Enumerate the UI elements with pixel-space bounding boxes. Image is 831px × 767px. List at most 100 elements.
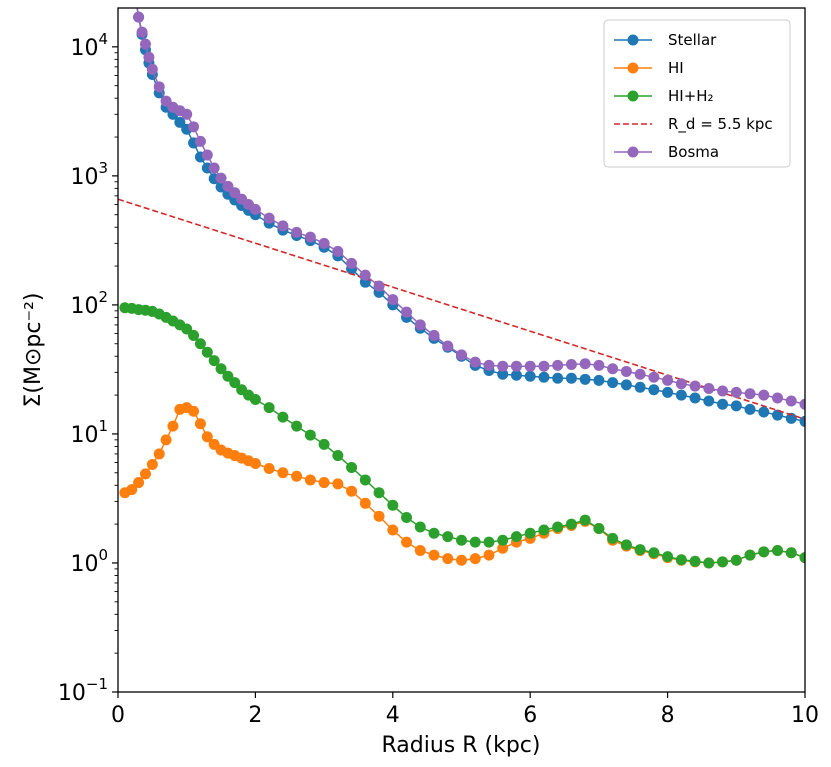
data-point xyxy=(442,531,454,543)
data-point xyxy=(730,554,742,566)
data-point xyxy=(510,531,522,543)
data-point xyxy=(456,554,467,566)
data-point xyxy=(126,484,138,496)
data-point xyxy=(201,149,213,161)
data-point xyxy=(675,554,687,566)
x-tick-label: 8 xyxy=(661,703,675,728)
data-point xyxy=(188,121,200,133)
data-point xyxy=(146,63,158,75)
legend-label: Bosma xyxy=(668,143,719,161)
data-point xyxy=(332,245,344,257)
data-point xyxy=(167,420,179,432)
data-point xyxy=(277,411,289,423)
data-point xyxy=(153,448,165,460)
data-point xyxy=(634,368,646,380)
data-point xyxy=(428,329,440,341)
data-point xyxy=(208,355,220,367)
data-point xyxy=(346,461,358,473)
data-point xyxy=(304,429,316,441)
data-point xyxy=(414,319,426,331)
x-tick-label: 10 xyxy=(791,703,819,728)
data-point xyxy=(304,474,316,486)
y-tick-label: 102 xyxy=(70,288,108,319)
data-point xyxy=(160,434,172,446)
data-point xyxy=(744,403,756,415)
data-point xyxy=(401,536,413,548)
data-point xyxy=(469,536,481,548)
data-point xyxy=(730,400,742,412)
data-point xyxy=(387,524,399,536)
data-point xyxy=(497,534,509,546)
data-point xyxy=(593,374,605,386)
data-point xyxy=(620,379,632,391)
data-point xyxy=(579,514,591,526)
x-tick-label: 6 xyxy=(523,703,537,728)
y-axis-label: Σ(M⊙pc⁻²) xyxy=(21,293,46,408)
data-point xyxy=(456,534,467,546)
data-point xyxy=(758,546,770,558)
data-point xyxy=(469,553,481,565)
y-tick-label: 103 xyxy=(70,159,108,190)
data-point xyxy=(565,359,577,371)
data-point xyxy=(689,555,701,567)
data-point xyxy=(717,385,729,397)
data-point xyxy=(133,477,145,489)
data-point xyxy=(442,553,454,565)
data-point xyxy=(318,477,330,489)
data-point xyxy=(346,257,358,269)
legend-marker xyxy=(627,34,639,46)
data-point xyxy=(634,544,646,556)
data-point xyxy=(620,539,632,551)
data-point xyxy=(188,329,200,341)
data-point xyxy=(648,384,660,396)
data-point xyxy=(428,549,440,561)
data-point xyxy=(483,359,495,371)
data-point xyxy=(620,365,632,377)
data-point xyxy=(662,386,674,398)
data-point xyxy=(799,552,805,564)
data-point xyxy=(552,521,564,533)
data-point xyxy=(291,470,303,482)
data-point xyxy=(497,542,509,554)
data-point xyxy=(208,162,220,174)
data-point xyxy=(497,368,509,380)
series-line xyxy=(118,198,805,420)
data-point xyxy=(359,269,371,281)
data-point xyxy=(332,478,344,490)
data-point xyxy=(785,547,797,559)
data-point xyxy=(565,518,577,530)
data-point xyxy=(717,398,729,410)
data-point xyxy=(662,374,674,386)
data-point xyxy=(565,372,577,384)
series-layer xyxy=(118,8,805,569)
data-point xyxy=(249,203,261,215)
data-point xyxy=(689,380,701,392)
x-axis-label: Radius R (kpc) xyxy=(381,733,540,758)
data-point xyxy=(785,395,797,407)
data-point xyxy=(174,116,186,128)
y-tick-label: 101 xyxy=(70,417,108,448)
data-point xyxy=(373,487,385,499)
data-point xyxy=(249,393,261,405)
y-tick-label: 10−1 xyxy=(58,675,108,706)
data-point xyxy=(181,108,193,120)
data-point xyxy=(689,392,701,404)
data-point xyxy=(428,527,440,539)
legend-label: Stellar xyxy=(668,31,717,49)
data-point xyxy=(229,377,241,389)
legend-marker xyxy=(627,146,639,158)
data-point xyxy=(139,468,151,480)
data-point xyxy=(332,450,344,462)
legend-marker xyxy=(627,62,639,74)
data-point xyxy=(634,381,646,393)
data-point xyxy=(772,544,784,556)
data-point xyxy=(662,551,674,563)
data-point xyxy=(143,51,155,63)
data-point xyxy=(249,458,261,470)
data-point xyxy=(538,360,550,372)
plot-frame xyxy=(117,7,806,693)
data-point xyxy=(401,306,413,318)
data-point xyxy=(359,474,371,486)
data-point xyxy=(263,462,275,474)
data-point xyxy=(387,294,399,306)
